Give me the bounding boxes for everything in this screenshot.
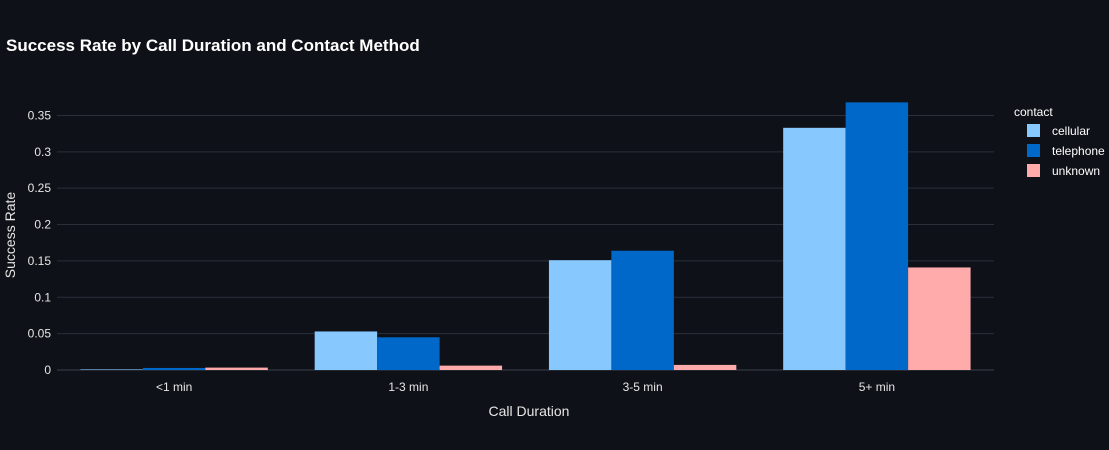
y-tick-label: 0.15 <box>28 254 52 268</box>
y-tick-label: 0.2 <box>34 218 51 232</box>
grid-lines <box>57 114 994 371</box>
y-tick-label: 0.35 <box>28 108 52 122</box>
y-tick-label: 0 <box>44 363 51 377</box>
bar-cellular <box>80 369 143 370</box>
bar-unknown <box>673 364 737 370</box>
y-axis-ticks: 0 0.05 0.1 0.15 0.2 0.25 0.3 0.35 <box>28 108 52 377</box>
legend: contact cellular telephone unknown <box>1014 105 1105 178</box>
x-axis-title: Call Duration <box>489 403 570 419</box>
y-tick-label: 0.25 <box>28 181 52 195</box>
x-tick-label: 3-5 min <box>623 380 663 394</box>
bar-cellular <box>548 260 612 370</box>
legend-swatch-telephone <box>1027 144 1040 157</box>
legend-title: contact <box>1014 105 1053 119</box>
x-axis-ticks: <1 min 1-3 min 3-5 min 5+ min <box>156 380 895 394</box>
y-axis-title: Success Rate <box>2 192 18 279</box>
bar-unknown <box>205 367 268 370</box>
bars <box>80 102 971 371</box>
legend-label-cellular: cellular <box>1052 124 1090 138</box>
legend-swatch-unknown <box>1027 164 1040 177</box>
legend-swatch-cellular <box>1027 124 1040 137</box>
legend-label-telephone: telephone <box>1052 144 1105 158</box>
bar-cellular <box>314 331 378 370</box>
bar-cellular <box>783 127 846 371</box>
bar-telephone <box>611 250 674 370</box>
y-tick-label: 0.05 <box>28 327 52 341</box>
x-tick-label: 1-3 min <box>388 380 428 394</box>
y-tick-label: 0.3 <box>34 145 51 159</box>
x-tick-label: 5+ min <box>859 380 895 394</box>
bar-telephone <box>142 367 206 370</box>
y-tick-label: 0.1 <box>34 290 51 304</box>
bar-unknown <box>908 267 971 370</box>
chart-title: Success Rate by Call Duration and Contac… <box>6 36 420 55</box>
bar-telephone <box>377 337 440 370</box>
bar-unknown <box>439 365 503 370</box>
legend-items: cellular telephone unknown <box>1027 124 1105 178</box>
bar-telephone <box>845 102 909 370</box>
legend-label-unknown: unknown <box>1052 164 1100 178</box>
x-tick-label: <1 min <box>156 380 192 394</box>
